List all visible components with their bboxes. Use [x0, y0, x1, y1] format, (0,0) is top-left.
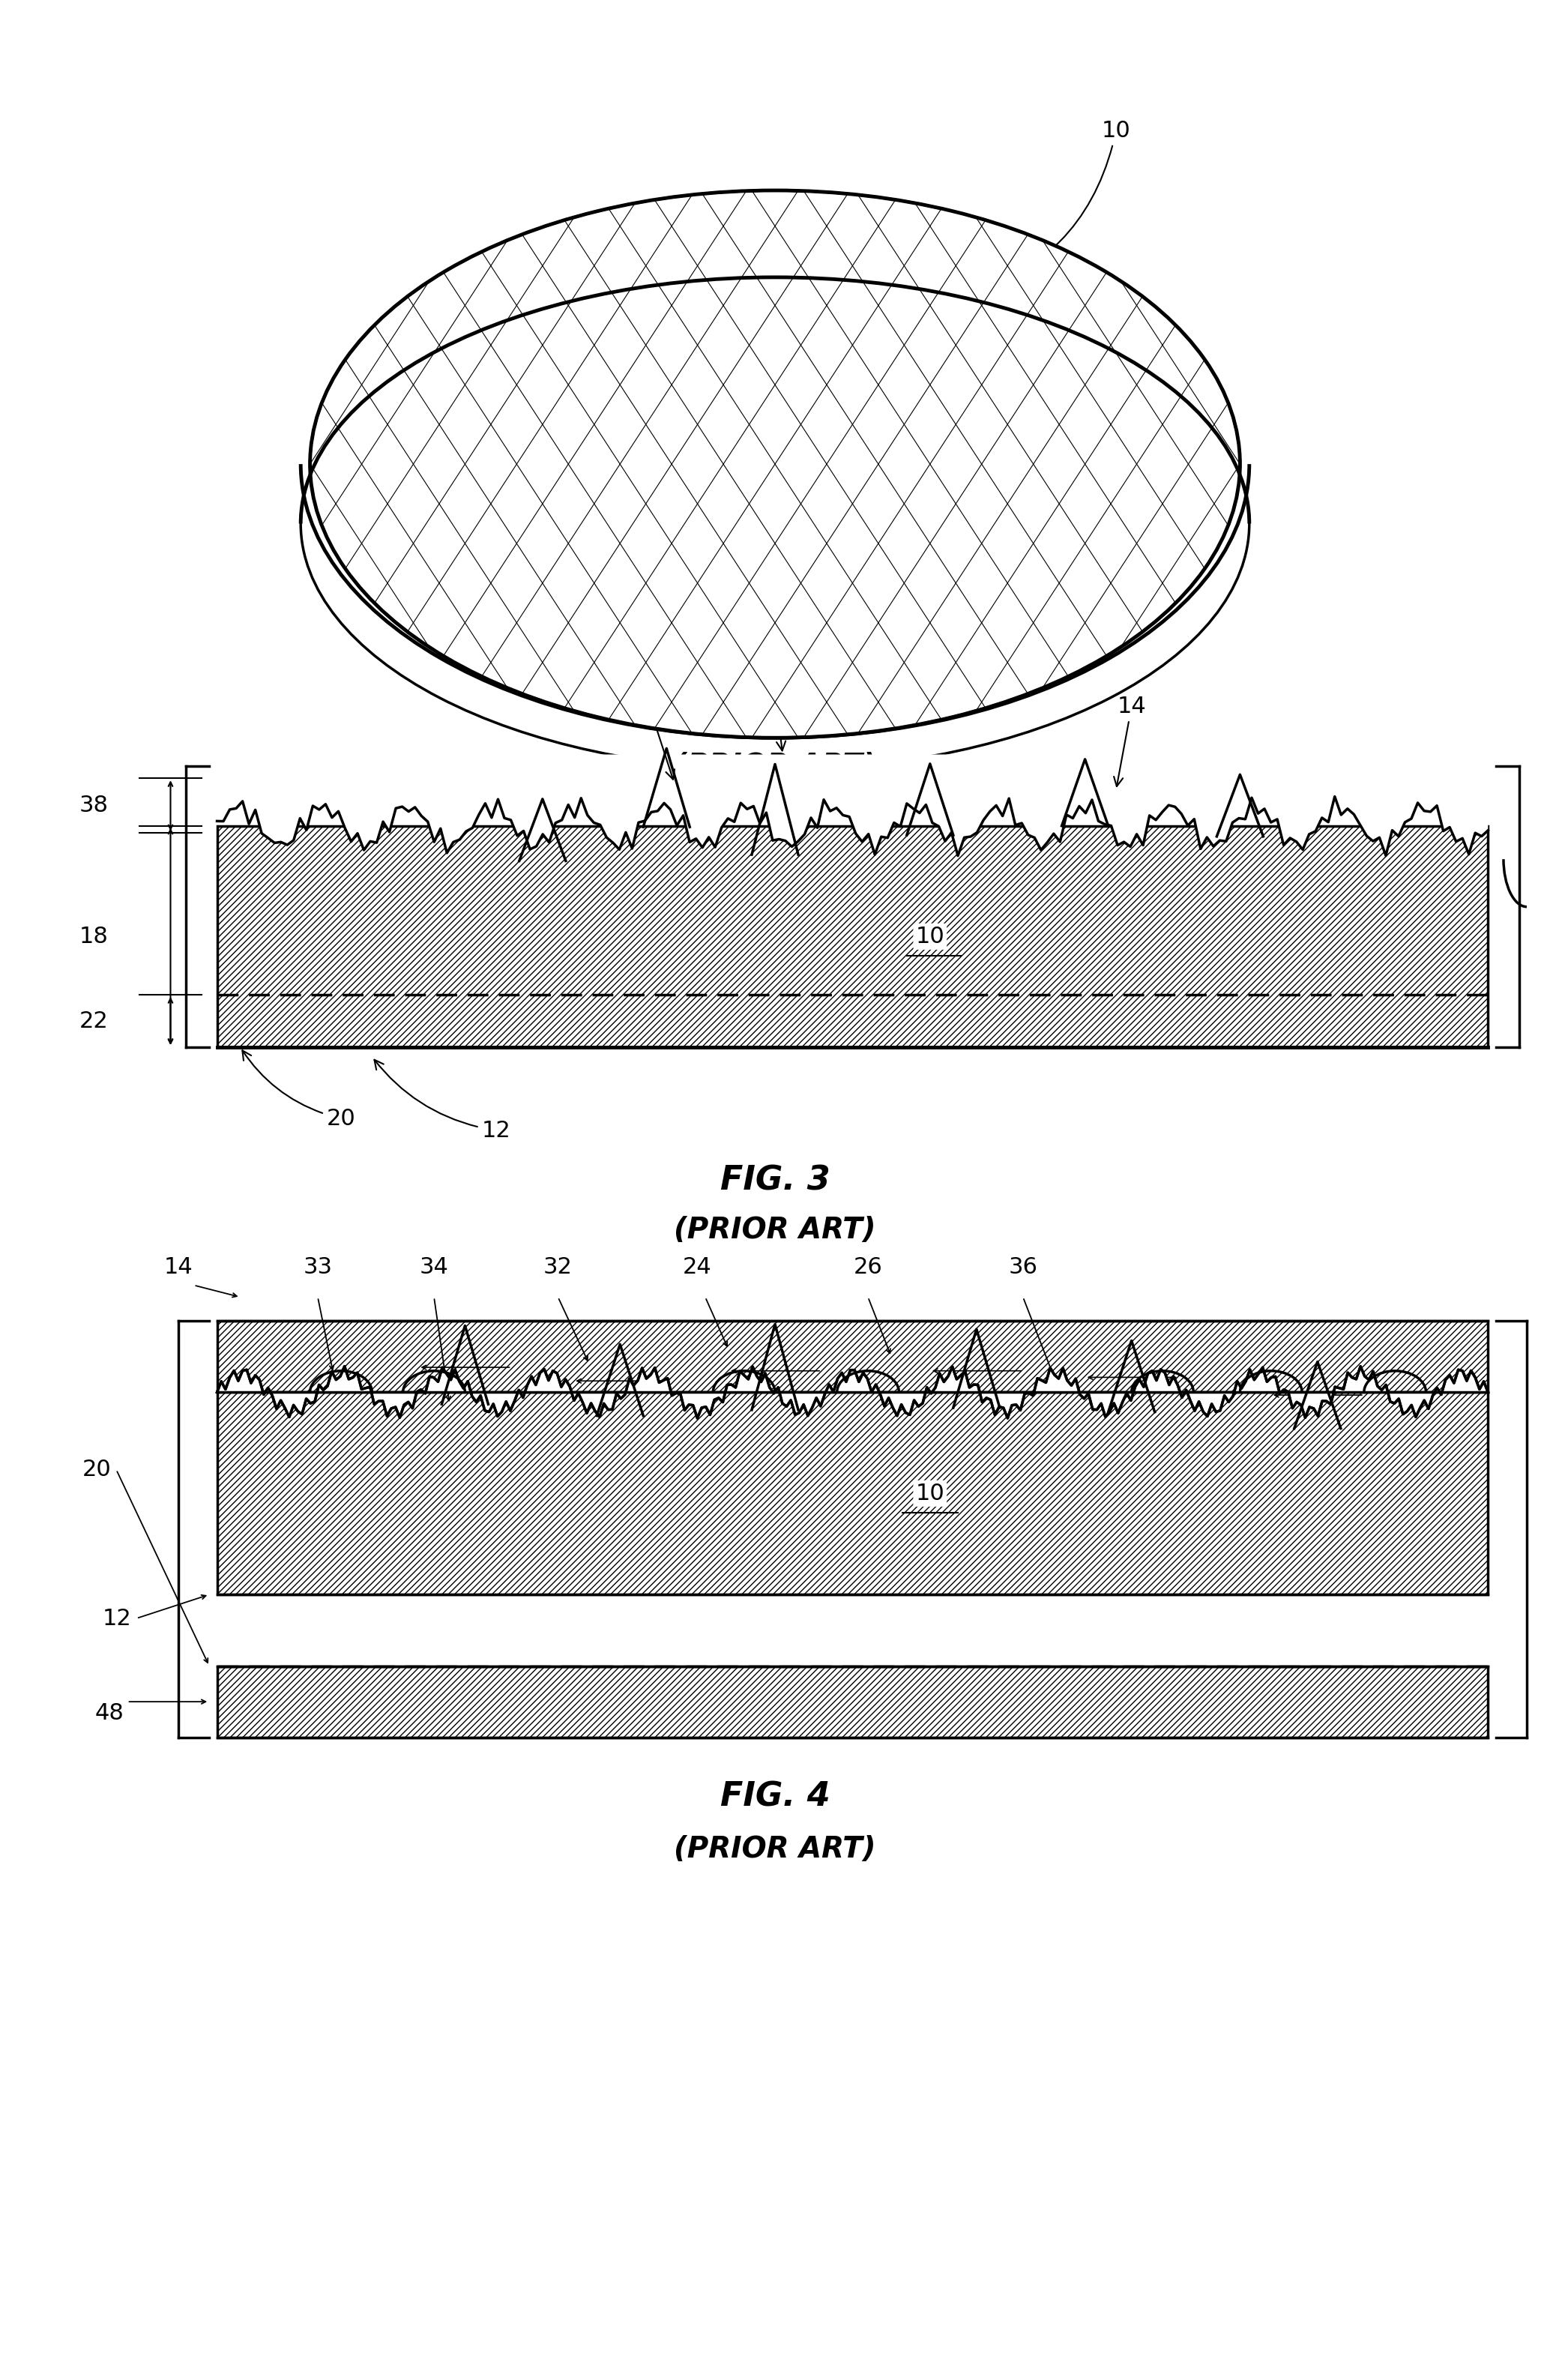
Text: 14: 14 [164, 1257, 192, 1278]
Text: 22: 22 [79, 1009, 109, 1033]
Text: (PRIOR ART): (PRIOR ART) [674, 752, 876, 781]
Ellipse shape [310, 190, 1240, 738]
Text: 20: 20 [82, 1459, 112, 1480]
Bar [217, 1321, 1488, 1392]
Bar [217, 1666, 1488, 1737]
Text: 16: 16 [560, 238, 663, 390]
Text: (PRIOR ART): (PRIOR ART) [674, 1835, 876, 1864]
Polygon shape [217, 754, 1488, 857]
Text: 36: 36 [1009, 1257, 1037, 1278]
Bar [217, 826, 1488, 1047]
Text: 14: 14 [1114, 695, 1145, 785]
Text: 24: 24 [684, 1257, 711, 1278]
Text: 24: 24 [761, 683, 789, 750]
Text: 12: 12 [102, 1606, 132, 1630]
Text: 12: 12 [389, 500, 524, 547]
Text: (PRIOR ART): (PRIOR ART) [674, 1216, 876, 1245]
Text: 32: 32 [544, 1257, 572, 1278]
Text: 10: 10 [916, 926, 944, 947]
Text: 26: 26 [854, 1257, 882, 1278]
Text: FIG. 3: FIG. 3 [721, 1164, 829, 1197]
Text: 20: 20 [242, 1050, 355, 1130]
Text: 26: 26 [637, 700, 674, 778]
Text: 10: 10 [964, 119, 1130, 298]
Text: FIG. 4: FIG. 4 [721, 1780, 829, 1814]
Text: 28: 28 [994, 488, 1113, 583]
Bar [217, 1392, 1488, 1595]
Text: 38: 38 [79, 795, 109, 816]
Text: 33: 33 [304, 1257, 332, 1278]
Text: 10: 10 [916, 1483, 944, 1504]
Text: 46: 46 [870, 231, 899, 388]
Text: 48: 48 [95, 1702, 124, 1726]
Text: 12: 12 [375, 1059, 510, 1142]
Text: FIG. 2: FIG. 2 [721, 697, 829, 731]
Text: 34: 34 [420, 1257, 448, 1278]
Text: 14: 14 [420, 538, 494, 631]
Polygon shape [217, 1366, 1488, 1418]
Text: 18: 18 [79, 926, 109, 947]
